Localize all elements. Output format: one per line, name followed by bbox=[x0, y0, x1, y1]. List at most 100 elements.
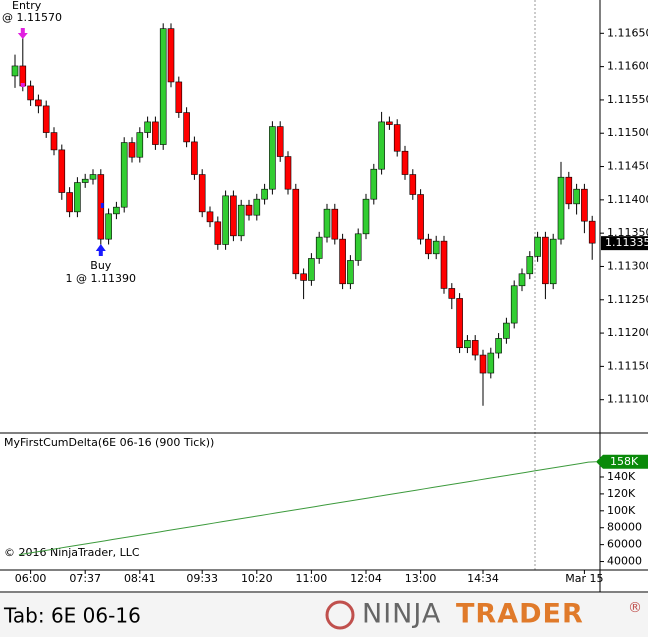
candle-body bbox=[588, 220, 596, 244]
candle-body bbox=[253, 198, 261, 216]
candle-body bbox=[542, 236, 549, 285]
y-tick-label: 1.11200 bbox=[607, 326, 648, 339]
candle-body bbox=[479, 354, 487, 374]
logo-icon bbox=[325, 600, 355, 630]
candle-body bbox=[526, 256, 534, 275]
candle-body bbox=[167, 28, 175, 83]
candle-body bbox=[191, 141, 198, 175]
candle-body bbox=[393, 124, 401, 152]
y-tick-label: 1.11450 bbox=[607, 160, 648, 173]
y-tick-label: 1.11650 bbox=[607, 26, 648, 39]
tab-label[interactable]: Tab: 6E 06-16 bbox=[3, 604, 141, 628]
copyright: © 2016 NinjaTrader, LLC bbox=[4, 546, 140, 559]
candle-body bbox=[58, 149, 66, 193]
logo-ninja: NINJA bbox=[362, 599, 441, 630]
candle-body bbox=[159, 28, 167, 145]
candle-body bbox=[401, 150, 409, 175]
x-tick-label: 11:00 bbox=[296, 572, 328, 585]
delta-line bbox=[18, 461, 597, 556]
buy-label: Buy bbox=[90, 259, 112, 272]
y-tick-label: 120K bbox=[607, 487, 636, 500]
candle-body bbox=[331, 208, 339, 240]
candle-body bbox=[261, 188, 268, 200]
x-tick-label: 07:37 bbox=[69, 572, 101, 585]
candle-body bbox=[581, 188, 588, 222]
candle-body bbox=[81, 178, 89, 183]
candle-body bbox=[503, 322, 510, 339]
candle-body bbox=[35, 99, 42, 107]
candle-body bbox=[214, 221, 222, 245]
candle-body bbox=[269, 126, 276, 190]
candle-body bbox=[198, 174, 206, 213]
y-tick-label: 1.11600 bbox=[607, 60, 648, 73]
candle-body bbox=[128, 142, 136, 158]
y-tick-label: 100K bbox=[607, 504, 636, 517]
x-tick-label: 09:33 bbox=[186, 572, 218, 585]
x-tick-label: 12:04 bbox=[350, 572, 382, 585]
entry-fill bbox=[20, 83, 25, 87]
x-tick-label: 10:20 bbox=[241, 572, 273, 585]
y-tick-label: 1.11500 bbox=[607, 126, 648, 139]
candle-body bbox=[11, 65, 19, 77]
candle-body bbox=[284, 156, 292, 190]
candle-body bbox=[471, 340, 479, 356]
candle-body bbox=[464, 340, 471, 349]
candle-body bbox=[425, 238, 432, 255]
candle-body bbox=[347, 260, 354, 285]
candle-body bbox=[230, 195, 237, 237]
buy-fill bbox=[100, 203, 104, 208]
y-tick-label: 60000 bbox=[607, 538, 642, 551]
candle-body bbox=[409, 174, 417, 195]
candle-body bbox=[308, 258, 315, 281]
candle-body bbox=[386, 121, 393, 125]
candle-body bbox=[300, 273, 307, 281]
candle-body bbox=[113, 206, 120, 215]
footer bbox=[0, 593, 648, 637]
entry-arrow bbox=[17, 28, 28, 39]
candle-body bbox=[487, 352, 495, 374]
candle-body bbox=[573, 188, 580, 205]
y-tick-label: 1.11250 bbox=[607, 293, 648, 306]
candle-body bbox=[292, 188, 300, 275]
candle-body bbox=[50, 132, 58, 151]
candle-body bbox=[19, 65, 27, 87]
candle-body bbox=[222, 195, 229, 245]
candle-body bbox=[27, 85, 34, 101]
candle-body bbox=[339, 238, 346, 285]
y-tick-label: 1.11300 bbox=[607, 259, 648, 272]
entry-label: Entry bbox=[12, 0, 42, 12]
candle-body bbox=[362, 198, 370, 235]
price-badge-label: 1.11335 bbox=[605, 236, 648, 249]
candle-body bbox=[144, 121, 151, 133]
y-tick-label: 1.11550 bbox=[607, 93, 648, 106]
candle-body bbox=[66, 192, 73, 213]
y-tick-label: 1.11350 bbox=[607, 226, 648, 239]
candle-body bbox=[417, 194, 424, 240]
candle-body bbox=[152, 121, 159, 145]
candle-body bbox=[448, 288, 456, 299]
candle-body bbox=[206, 211, 214, 223]
y-tick-label: 1.11100 bbox=[607, 393, 648, 406]
y-tick-label: 40000 bbox=[607, 555, 642, 568]
candle-body bbox=[74, 182, 81, 213]
candle-body bbox=[370, 168, 378, 200]
x-tick-label: 13:00 bbox=[405, 572, 437, 585]
price-badge bbox=[601, 236, 648, 251]
y-tick-label: 1.11400 bbox=[607, 193, 648, 206]
x-tick-label: 06:00 bbox=[15, 572, 47, 585]
x-tick-label: 14:34 bbox=[467, 572, 499, 585]
candle-body bbox=[557, 176, 565, 240]
candle-body bbox=[440, 240, 448, 289]
candle-body bbox=[315, 236, 323, 259]
logo-trader: TRADER bbox=[456, 599, 584, 630]
candle-body bbox=[105, 213, 112, 240]
candle-body bbox=[237, 204, 245, 237]
buy-detail: 1 @ 1.11390 bbox=[66, 272, 136, 285]
candle-body bbox=[378, 121, 385, 170]
candle-body bbox=[175, 81, 183, 113]
candle-body bbox=[565, 176, 573, 205]
x-tick-label: Mar 15 bbox=[565, 572, 603, 585]
candle-body bbox=[323, 208, 331, 238]
